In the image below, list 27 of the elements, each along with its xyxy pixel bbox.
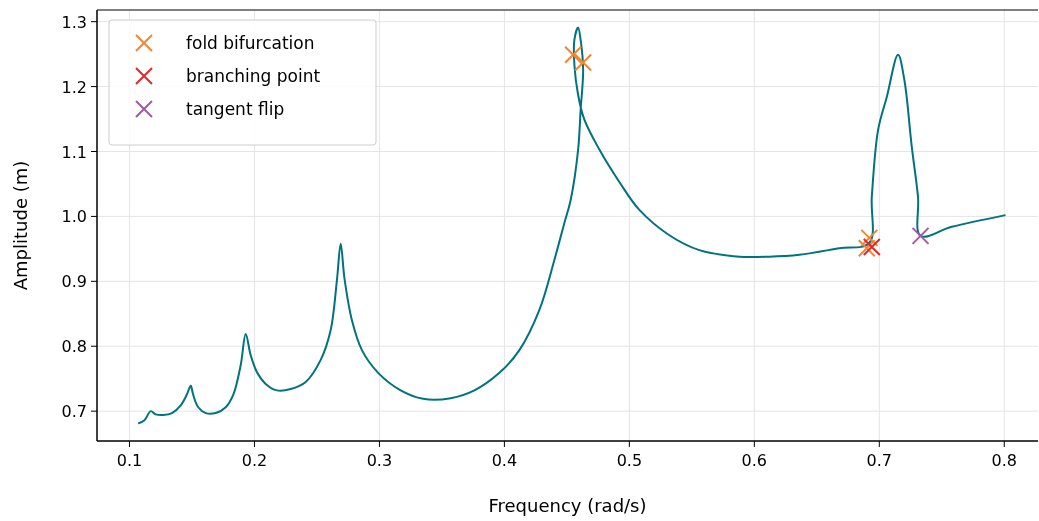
y-tick-label: 1.1 xyxy=(61,142,87,162)
x-tick-label: 0.4 xyxy=(491,451,518,470)
x-axis-title: Frequency (rad/s) xyxy=(488,495,647,516)
point xyxy=(574,53,593,72)
point xyxy=(911,226,930,245)
y-tick-label: 1.0 xyxy=(61,207,87,227)
x-tick-label: 0.8 xyxy=(991,451,1017,470)
point xyxy=(857,239,876,258)
x-tick-label: 0.7 xyxy=(866,451,893,470)
y-tick-label: 1.2 xyxy=(61,77,87,97)
point xyxy=(862,237,881,256)
x-tick-label: 0.2 xyxy=(241,451,268,470)
y-tick-label: 0.7 xyxy=(61,402,87,422)
line-series xyxy=(137,26,1007,425)
x-tick-label: 0.1 xyxy=(116,451,143,470)
legend-label: branching point xyxy=(186,66,321,86)
point xyxy=(860,228,879,247)
legend-label: tangent flip xyxy=(186,99,285,119)
y-axis-title: Amplitude (m) xyxy=(10,160,31,291)
x-tick-label: 0.5 xyxy=(616,451,643,470)
y-tick-label: 1.3 xyxy=(61,12,87,32)
x-tick-label: 0.6 xyxy=(741,451,768,470)
point xyxy=(564,45,583,64)
y-tick-label: 0.9 xyxy=(61,272,87,292)
x-tick-label: 0.3 xyxy=(366,451,393,470)
y-tick-label: 0.8 xyxy=(61,337,87,357)
legend-label: fold bifurcation xyxy=(186,33,315,53)
